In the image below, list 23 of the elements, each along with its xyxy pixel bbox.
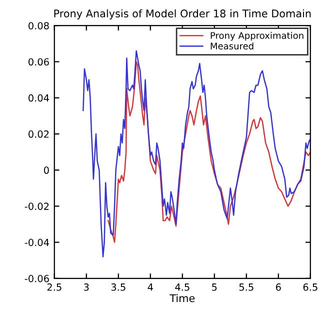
chart-title: Prony Analysis of Model Order 18 in Time Domain (54, 9, 311, 20)
x-axis-title: Time (170, 294, 195, 302)
y-tick-label: -0.02 (24, 202, 49, 210)
x-tick-label: 6 (276, 283, 281, 291)
x-tick-label: 5.5 (239, 284, 254, 291)
y-tick-label: -0.06 (24, 274, 49, 282)
y-tick-label: 0.08 (28, 22, 49, 30)
y-tick-label: 0.02 (28, 130, 49, 138)
y-tick-label: 0.04 (28, 94, 49, 102)
y-tick-label: 0.06 (28, 58, 49, 66)
legend-label: Prony Approximation (210, 32, 304, 41)
x-tick-label: 3 (84, 283, 89, 291)
y-tick-label: -0.04 (24, 238, 49, 246)
line-series (108, 61, 310, 243)
x-tick-label: 4.5 (175, 284, 190, 291)
x-tick-label: 3.5 (111, 283, 126, 291)
x-tick-label: 5 (212, 284, 217, 291)
y-tick-label: 0 (44, 166, 49, 174)
x-tick-label: 2.5 (47, 283, 62, 291)
x-tick-label: 4 (148, 284, 153, 291)
legend-label: Measured (210, 42, 254, 50)
line-series (82, 50, 310, 258)
x-tick-label: 6.5 (303, 283, 318, 291)
